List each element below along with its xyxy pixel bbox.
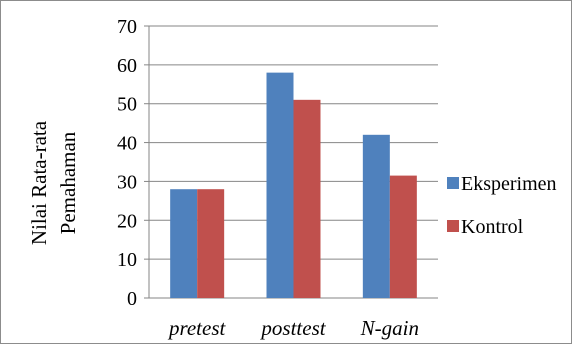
y-axis-label: Nilai Rata-rata Pemahaman bbox=[27, 120, 80, 245]
bar-eksperimen-n-gain bbox=[362, 134, 390, 298]
y-tick-label-20: 20 bbox=[117, 210, 137, 232]
y-tick-label-40: 40 bbox=[117, 133, 137, 155]
x-category-label-posttest: posttest bbox=[259, 316, 326, 340]
legend-label-eksperimen: Eksperimen bbox=[461, 173, 557, 195]
legend: Eksperimen Kontrol bbox=[447, 173, 557, 238]
bar-kontrol-posttest bbox=[293, 99, 321, 298]
y-axis-label-line-1: Nilai Rata-rata bbox=[27, 120, 51, 245]
bars bbox=[170, 72, 417, 298]
y-tick-label-70: 70 bbox=[117, 16, 137, 38]
bar-kontrol-pretest bbox=[197, 189, 225, 298]
x-category-label-pretest: pretest bbox=[167, 316, 227, 340]
bar-eksperimen-pretest bbox=[170, 189, 198, 298]
bar-kontrol-n-gain bbox=[389, 175, 417, 298]
legend-swatch-kontrol bbox=[447, 220, 459, 232]
bar-eksperimen-posttest bbox=[266, 72, 294, 298]
y-axis-label-line-2: Pemahaman bbox=[56, 131, 80, 234]
y-tick-label-50: 50 bbox=[117, 94, 137, 116]
y-tick-labels: 0 10 20 30 40 50 60 70 bbox=[117, 16, 137, 310]
y-tick-label-0: 0 bbox=[127, 288, 137, 310]
x-category-labels: pretest posttest N-gain bbox=[167, 316, 419, 340]
legend-label-kontrol: Kontrol bbox=[461, 216, 524, 238]
y-tick-label-10: 10 bbox=[117, 249, 137, 271]
y-tick-label-60: 60 bbox=[117, 55, 137, 77]
x-category-label-n-gain: N-gain bbox=[360, 316, 419, 340]
legend-swatch-eksperimen bbox=[447, 177, 459, 189]
y-tick-label-30: 30 bbox=[117, 171, 137, 193]
